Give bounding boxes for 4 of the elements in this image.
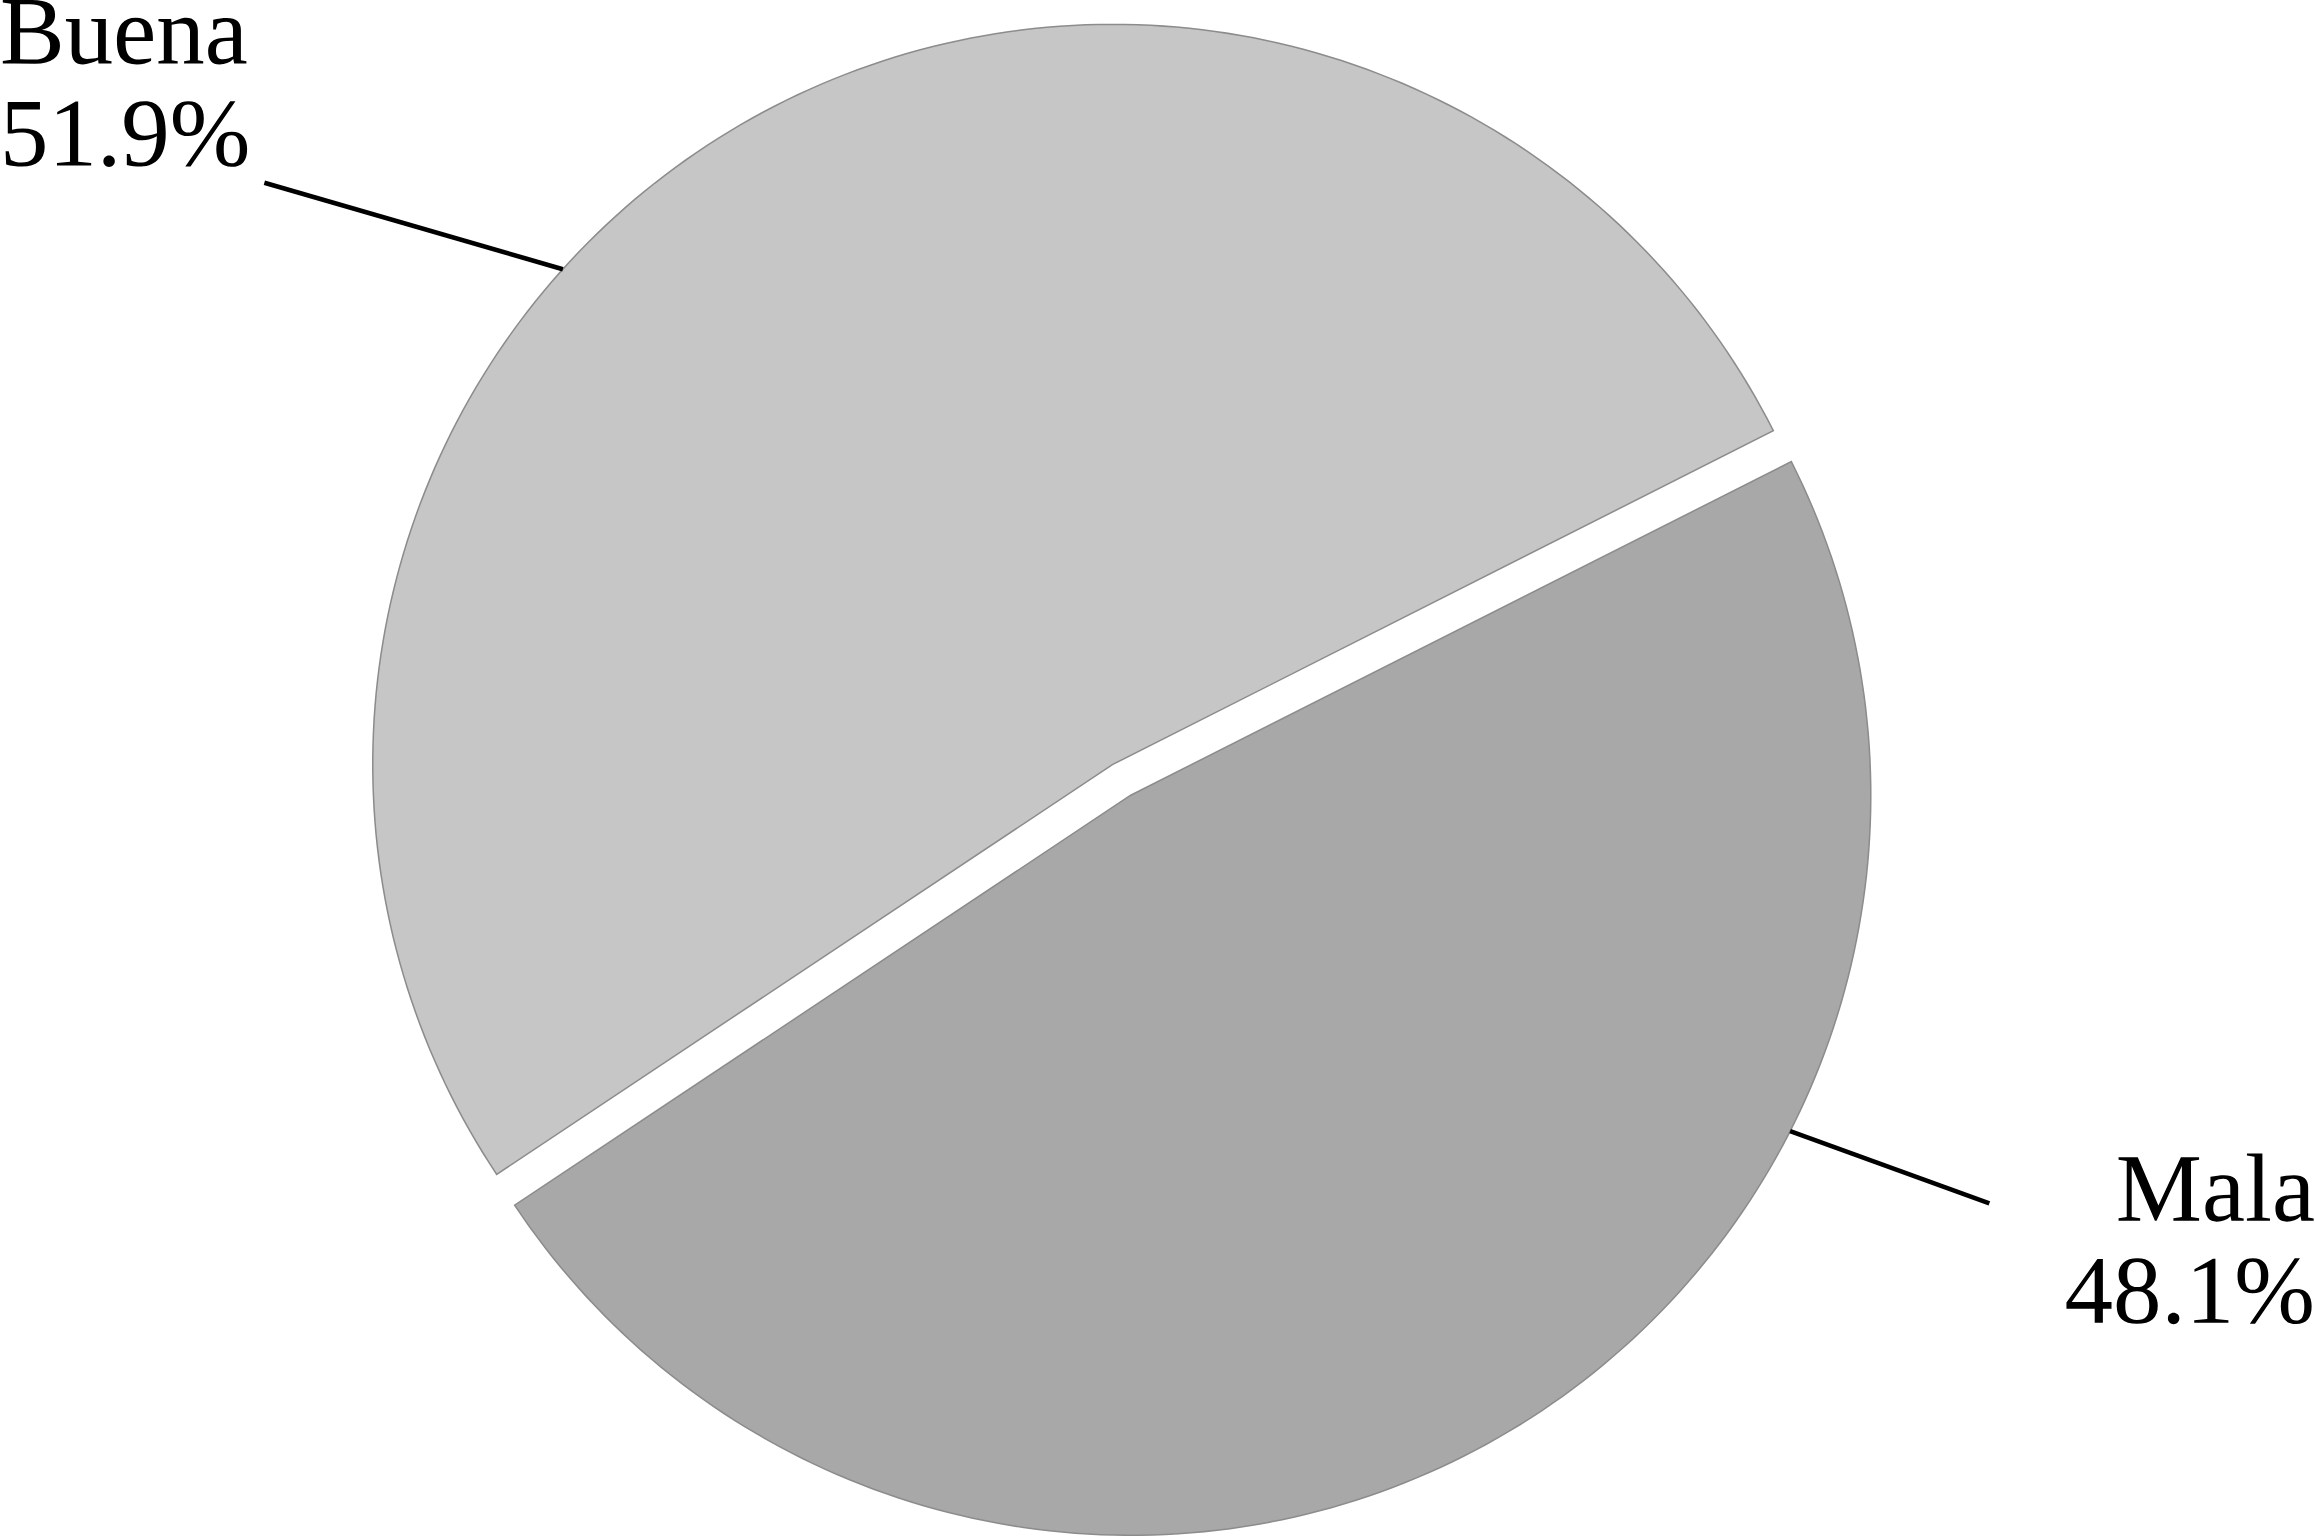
slice-label: Buena: [2, 0, 247, 65]
slice-label: Mala: [2118, 1153, 2314, 1222]
data-label: 51.9%: [5, 101, 248, 167]
data-label: 48.1%: [2066, 1258, 2312, 1325]
